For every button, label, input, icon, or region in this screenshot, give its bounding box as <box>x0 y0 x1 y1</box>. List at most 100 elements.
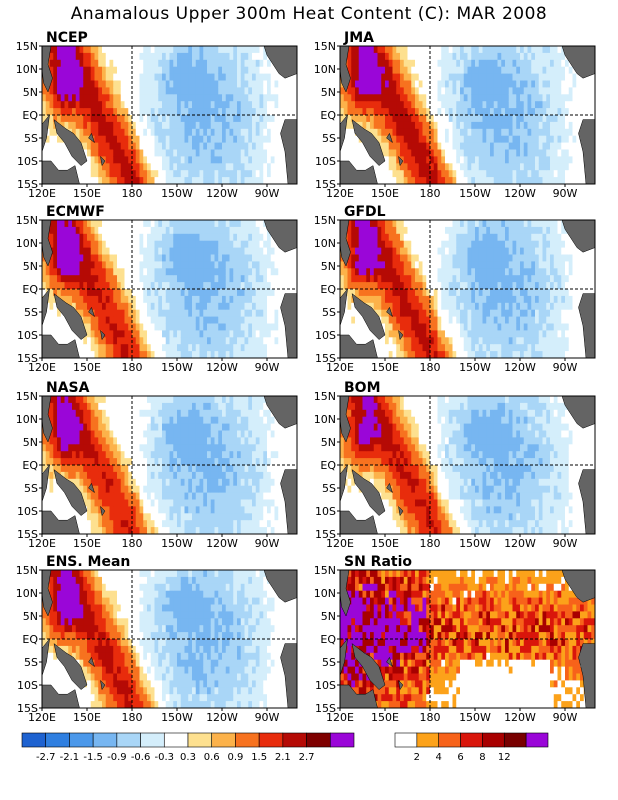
field-cell <box>120 316 125 324</box>
field-cell <box>538 80 543 88</box>
field-cell <box>591 108 596 116</box>
field-cell <box>482 220 487 228</box>
field-cell <box>139 268 144 276</box>
field-cell <box>355 316 360 324</box>
field-cell <box>437 337 442 345</box>
field-cell <box>407 295 412 304</box>
field-cell <box>400 59 405 68</box>
field-cell <box>147 282 152 290</box>
field-cell <box>377 121 382 130</box>
field-cell <box>162 108 167 116</box>
field-cell <box>248 233 253 242</box>
field-cell <box>124 295 129 304</box>
field-cell <box>173 337 178 345</box>
field-cell <box>523 156 528 164</box>
field-cell <box>267 337 272 345</box>
field-cell <box>422 226 427 235</box>
field-cell <box>105 226 110 235</box>
y-tick-label: 10N <box>16 237 38 250</box>
field-cell <box>475 101 480 109</box>
field-cell <box>270 330 275 338</box>
field-cell <box>456 289 461 297</box>
field-cell <box>441 46 446 54</box>
field-cell <box>150 87 155 95</box>
field-cell <box>452 226 457 235</box>
field-cell <box>98 66 103 74</box>
field-cell <box>591 101 596 109</box>
field-cell <box>343 135 348 143</box>
field-cell <box>385 316 390 324</box>
field-cell <box>244 261 249 269</box>
field-cell <box>237 254 242 262</box>
field-cell <box>169 351 174 359</box>
field-cell <box>60 330 65 338</box>
field-cell <box>475 261 480 269</box>
field-cell <box>128 275 133 283</box>
field-cell <box>83 220 88 228</box>
field-cell <box>475 330 480 338</box>
field-cell <box>177 226 182 235</box>
field-cell <box>448 52 453 61</box>
field-cell <box>370 87 375 95</box>
field-cell <box>407 170 412 178</box>
field-cell <box>460 121 465 130</box>
field-cell <box>207 226 212 235</box>
field-cell <box>456 163 461 171</box>
field-cell <box>143 254 148 262</box>
field-cell <box>154 316 159 324</box>
field-cell <box>366 73 371 81</box>
field-cell <box>94 330 99 338</box>
field-cell <box>482 275 487 283</box>
field-cell <box>445 128 450 137</box>
field-cell <box>388 108 393 116</box>
field-cell <box>259 59 264 68</box>
field-cell <box>248 156 253 164</box>
field-cell <box>150 128 155 137</box>
field-cell <box>430 170 435 178</box>
field-cell <box>45 108 50 116</box>
field-cell <box>456 87 461 95</box>
field-cell <box>475 94 480 102</box>
field-cell <box>403 254 408 262</box>
field-cell <box>218 66 223 74</box>
field-cell <box>400 302 405 311</box>
field-cell <box>188 66 193 74</box>
y-tick-label: 15N <box>16 214 38 227</box>
field-cell <box>430 240 435 248</box>
field-cell <box>362 295 367 304</box>
field-cell <box>192 344 197 352</box>
field-cell <box>282 87 287 95</box>
field-cell <box>381 337 386 345</box>
field-cell <box>98 101 103 109</box>
field-cell <box>463 101 468 109</box>
field-cell <box>471 351 476 359</box>
field-cell <box>120 309 125 317</box>
land-mass <box>88 132 95 144</box>
field-cell <box>109 289 114 297</box>
field-cell <box>456 309 461 317</box>
field-cell <box>267 302 272 311</box>
field-cell <box>366 261 371 269</box>
field-cell <box>415 135 420 143</box>
field-cell <box>87 261 92 269</box>
field-cell <box>90 128 95 137</box>
field-cell <box>45 282 50 290</box>
field-cell <box>120 254 125 262</box>
field-cell <box>403 73 408 81</box>
field-cell <box>373 87 378 95</box>
field-cell <box>535 142 540 150</box>
field-cell <box>486 156 491 164</box>
field-cell <box>523 149 528 157</box>
field-cell <box>274 87 279 95</box>
field-cell <box>222 316 227 324</box>
field-cell <box>90 351 95 359</box>
field-cell <box>229 66 234 74</box>
field-cell <box>237 115 242 123</box>
field-cell <box>199 282 204 290</box>
field-cell <box>437 135 442 143</box>
field-cell <box>576 108 581 116</box>
field-cell <box>154 73 159 81</box>
field-cell <box>105 309 110 317</box>
field-cell <box>437 66 442 74</box>
